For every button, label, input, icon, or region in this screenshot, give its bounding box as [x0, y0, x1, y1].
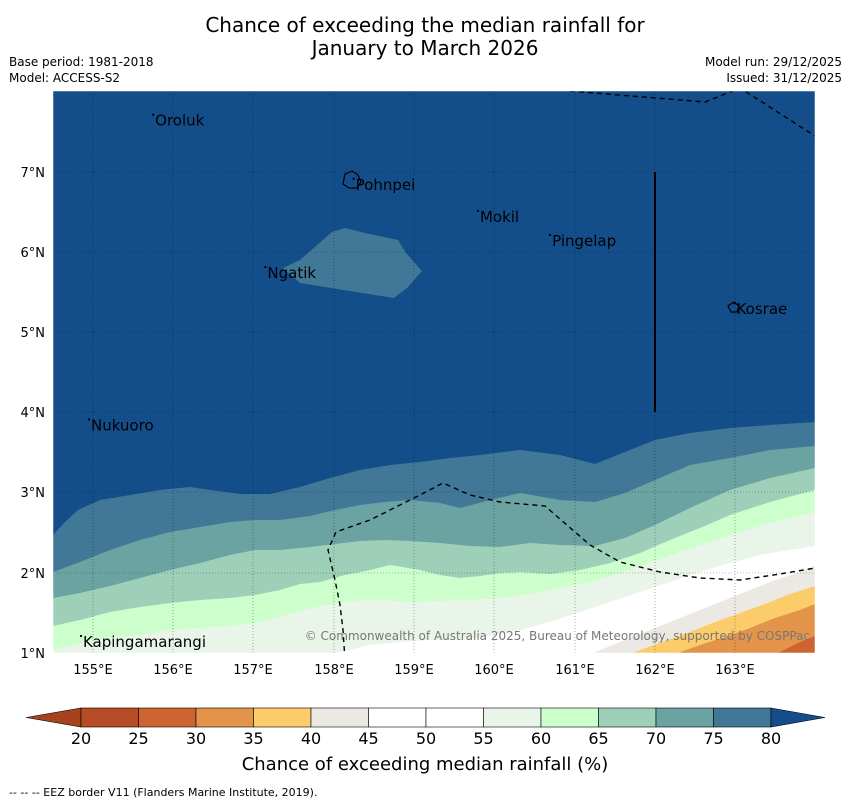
colorbar-label: Chance of exceeding median rainfall (%)	[241, 754, 609, 775]
colorbar-segment	[713, 707, 772, 728]
lat-label: 1°N	[21, 647, 46, 662]
colorbar-segment	[138, 707, 197, 728]
place-label: Ngatik	[267, 264, 316, 282]
colorbar-tick-label: 60	[530, 729, 552, 748]
place-marker	[264, 266, 267, 269]
title-line-2: January to March 2026	[311, 36, 539, 60]
place-marker	[352, 177, 355, 180]
colorbar-ticks: 20 25 30 35 40 45 50 55 60 65 70 75 80	[0, 729, 850, 751]
place-label: Mokil	[480, 208, 519, 226]
place-label: Nukuoro	[91, 416, 154, 434]
colorbar-tick-label: 25	[128, 729, 149, 748]
lat-label: 4°N	[21, 406, 46, 421]
lon-label: 162°E	[635, 663, 675, 678]
lat-label: 5°N	[21, 326, 46, 341]
colorbar-tick-label: 40	[300, 729, 322, 748]
colorbar-extend-high	[770, 707, 826, 728]
colorbar-segment	[368, 707, 427, 728]
colorbar-tick-label: 35	[243, 729, 264, 748]
place-marker	[87, 418, 90, 421]
lon-label: 163°E	[715, 663, 755, 678]
issued-date: Issued: 31/12/2025	[726, 71, 842, 85]
colorbar-segment	[310, 707, 369, 728]
colorbar-tick-label: 45	[358, 729, 379, 748]
colorbar-segment	[655, 707, 714, 728]
place-marker	[476, 209, 479, 212]
colorbar-tick-label: 50	[415, 729, 437, 748]
colorbar-tick-label: 55	[473, 729, 494, 748]
colorbar-segment	[540, 707, 599, 728]
place-label: Pohnpei	[356, 176, 416, 194]
copyright-notice: © Commonwealth of Australia 2025, Bureau…	[305, 629, 810, 643]
colorbar-tick-label: 80	[760, 729, 782, 748]
lon-label: 160°E	[474, 663, 514, 678]
kosrae-island	[727, 301, 740, 313]
colorbar-tick-label: 20	[70, 729, 92, 748]
lon-axis-labels: 155°E 156°E 157°E 158°E 159°E 160°E 161°…	[73, 663, 755, 678]
place-label: Kosrae	[737, 300, 788, 318]
meta-right: Model run: 29/12/2025 Issued: 31/12/2025	[705, 54, 842, 86]
colorbar-tick-label: 70	[645, 729, 667, 748]
colorbar-segment	[195, 707, 254, 728]
colorbar-segment	[253, 707, 312, 728]
colorbar-extend-low	[25, 707, 82, 728]
base-period: Base period: 1981-2018	[9, 55, 154, 69]
band-70-75-patch	[283, 228, 422, 298]
lon-label: 155°E	[73, 663, 113, 678]
colorbar	[25, 707, 826, 728]
map-area: Oroluk Pohnpei Mokil Pingelap Ngatik Kosrae Nu…	[53, 91, 815, 653]
place-marker	[79, 634, 82, 637]
colorbar-segment	[425, 707, 484, 728]
lon-label: 161°E	[555, 663, 595, 678]
colorbar-tick-label: 75	[703, 729, 724, 748]
lon-gridlines	[92, 91, 736, 653]
eez-border	[327, 91, 815, 653]
colorbar-segment	[598, 707, 657, 728]
place-labels: Oroluk Pohnpei Mokil Pingelap Ngatik Kosrae Nu…	[79, 112, 788, 651]
lon-label: 158°E	[314, 663, 354, 678]
lat-label: 6°N	[21, 246, 46, 261]
band-25-30	[777, 636, 815, 653]
colorbar-segment	[80, 707, 139, 728]
lat-label: 3°N	[21, 486, 46, 501]
place-label: Pingelap	[552, 232, 616, 250]
place-label: Oroluk	[155, 112, 204, 130]
eez-legend-note: -- -- -- EEZ border V11 (Flanders Marine…	[9, 786, 318, 799]
lat-label: 7°N	[21, 166, 46, 181]
colorbar-tick-label: 65	[588, 729, 609, 748]
colorbar-segment	[483, 707, 542, 728]
model-name: Model: ACCESS-S2	[9, 71, 121, 85]
place-marker	[549, 233, 552, 236]
lat-axis-labels: 7°N 6°N 5°N 4°N 3°N 2°N 1°N	[21, 166, 46, 662]
map-title: Chance of exceeding the median rainfall …	[0, 14, 850, 60]
meta-left: Base period: 1981-2018 Model: ACCESS-S2	[9, 54, 154, 86]
place-label: Kapingamarangi	[83, 633, 206, 651]
place-marker	[152, 113, 155, 116]
lat-label: 2°N	[21, 567, 46, 582]
lon-label: 159°E	[394, 663, 434, 678]
title-line-1: Chance of exceeding the median rainfall …	[205, 13, 645, 37]
plot-frame	[52, 90, 816, 654]
pohnpei-island	[342, 170, 362, 189]
lat-gridlines	[53, 171, 815, 574]
lon-label: 156°E	[153, 663, 193, 678]
band-30-35	[677, 604, 815, 653]
model-run: Model run: 29/12/2025	[704, 55, 842, 69]
lon-label: 157°E	[233, 663, 273, 678]
place-marker	[733, 302, 736, 305]
colorbar-tick-label: 30	[185, 729, 207, 748]
